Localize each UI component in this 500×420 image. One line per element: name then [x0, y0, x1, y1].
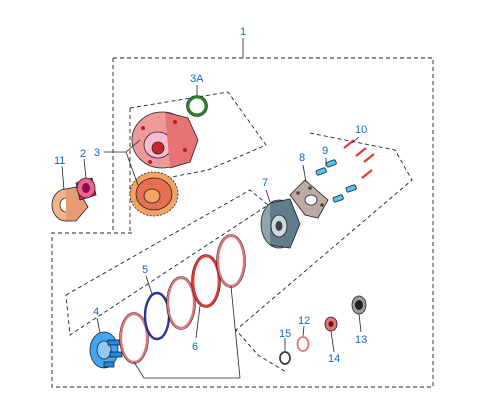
part-7-clutch-hub	[260, 198, 301, 249]
spring-b	[325, 159, 337, 168]
part-2-bushing	[75, 177, 97, 201]
callout-3: 3	[94, 147, 100, 159]
bolt-d	[361, 169, 373, 179]
part-11-washer	[51, 186, 89, 222]
plate-flat-2	[166, 276, 196, 330]
callout-13: 13	[355, 334, 367, 346]
bolt-b	[355, 147, 367, 157]
callout-5: 5	[142, 264, 148, 276]
part-15-washer	[279, 351, 291, 365]
callout-10: 10	[355, 124, 367, 136]
callout-7: 7	[262, 177, 268, 189]
callout-2: 2	[80, 148, 86, 160]
spring-a	[315, 167, 327, 176]
callout-12: 12	[298, 315, 310, 327]
part-14-bearing	[324, 316, 338, 332]
part-10-bolts	[343, 139, 375, 179]
part-13-seal	[351, 295, 367, 315]
part-3a-seal-ring	[186, 95, 208, 117]
bolt-c	[363, 153, 375, 163]
part-3-drive-gear	[129, 171, 179, 217]
leader-lines	[61, 85, 362, 379]
callout-6: 6	[192, 341, 198, 353]
part-9-springs	[315, 159, 357, 203]
callout-1: 1	[240, 26, 246, 38]
assembly-boundary	[51, 57, 434, 388]
part-4-piston	[89, 331, 123, 369]
part-8-retainer	[289, 179, 329, 219]
callout-3a: 3A	[190, 73, 204, 85]
part-5-snap-ring	[143, 291, 171, 341]
callout-8: 8	[299, 152, 305, 164]
bolt-a	[343, 139, 355, 149]
spring-c	[332, 194, 344, 203]
callout-9: 9	[322, 145, 328, 157]
spring-d	[345, 184, 357, 193]
plate-flat-3	[216, 234, 246, 288]
callout-11: 11	[54, 155, 65, 167]
callout-4: 4	[93, 306, 99, 318]
part-12-thrust-washer	[296, 336, 310, 352]
part-3-pump-housing	[131, 111, 199, 169]
callouts: 1 3A 11 2 3 10 9 8 7 5 4 6 12 15 14 13	[54, 26, 367, 365]
callout-15: 15	[279, 328, 291, 340]
part-6-friction-plate	[191, 254, 221, 308]
callout-14: 14	[328, 353, 340, 365]
